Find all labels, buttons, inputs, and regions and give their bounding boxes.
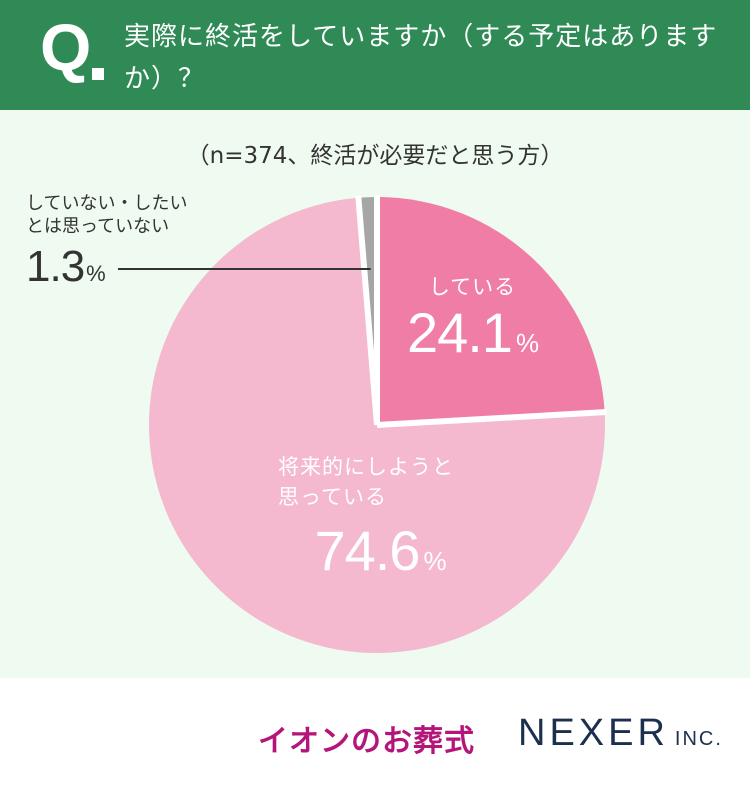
sample-note: （n=374、終活が必要だと思う方） bbox=[186, 143, 564, 169]
slice-label-doing-pct: % bbox=[515, 328, 539, 358]
slice-label-not-pct: % bbox=[86, 261, 106, 286]
brand-aeon-funeral-logo: イオンのお葬式 bbox=[258, 724, 475, 759]
pie-separator bbox=[355, 195, 380, 426]
pie-slice-doing bbox=[377, 197, 605, 425]
slice-label-not-category-1: していない・したい bbox=[26, 193, 188, 214]
slice-label-plan-category-1: 将来的にしようと bbox=[278, 455, 454, 479]
slice-label-not-value-wrap: 1.3% bbox=[26, 242, 236, 299]
slice-label-doing-value: 24.1 bbox=[406, 301, 513, 364]
slice-label-not: していない・したい とは思っていない 1.3% bbox=[26, 192, 236, 299]
brand-nexer-suffix: INC. bbox=[674, 728, 723, 750]
slice-label-plan-value-block: 74.6% bbox=[295, 520, 465, 592]
footer bbox=[0, 678, 750, 795]
slice-label-plan-value-wrap: 74.6% bbox=[295, 520, 465, 592]
slice-label-not-value: 1.3 bbox=[26, 242, 85, 291]
slice-label-plan-pct: % bbox=[423, 546, 446, 576]
question-text: 実際に終活をしていますか（する予定はありますか）？ bbox=[124, 22, 718, 94]
slice-label-doing-category: している bbox=[428, 275, 517, 299]
slice-label-plan-category-2: 思っている bbox=[278, 485, 387, 509]
pie-separator bbox=[376, 409, 607, 428]
q-dot bbox=[92, 68, 104, 80]
q-mark: Q bbox=[40, 10, 92, 84]
slice-label-not-category-2: とは思っていない bbox=[26, 216, 170, 237]
slice-label-doing-value-wrap: 24.1% bbox=[400, 302, 545, 374]
slice-label-plan: 将来的にしようと 思っている bbox=[278, 452, 478, 512]
slice-label-doing: している 24.1% bbox=[400, 272, 545, 374]
question-header: Q 実際に終活をしていますか（する予定はありますか）？ bbox=[0, 0, 750, 110]
slice-label-plan-value: 74.6 bbox=[314, 519, 420, 582]
brand-nexer-logo: NEXER INC. bbox=[518, 712, 723, 755]
brand-nexer-name: NEXER bbox=[518, 712, 669, 754]
pie-slice-plan bbox=[148, 197, 605, 653]
